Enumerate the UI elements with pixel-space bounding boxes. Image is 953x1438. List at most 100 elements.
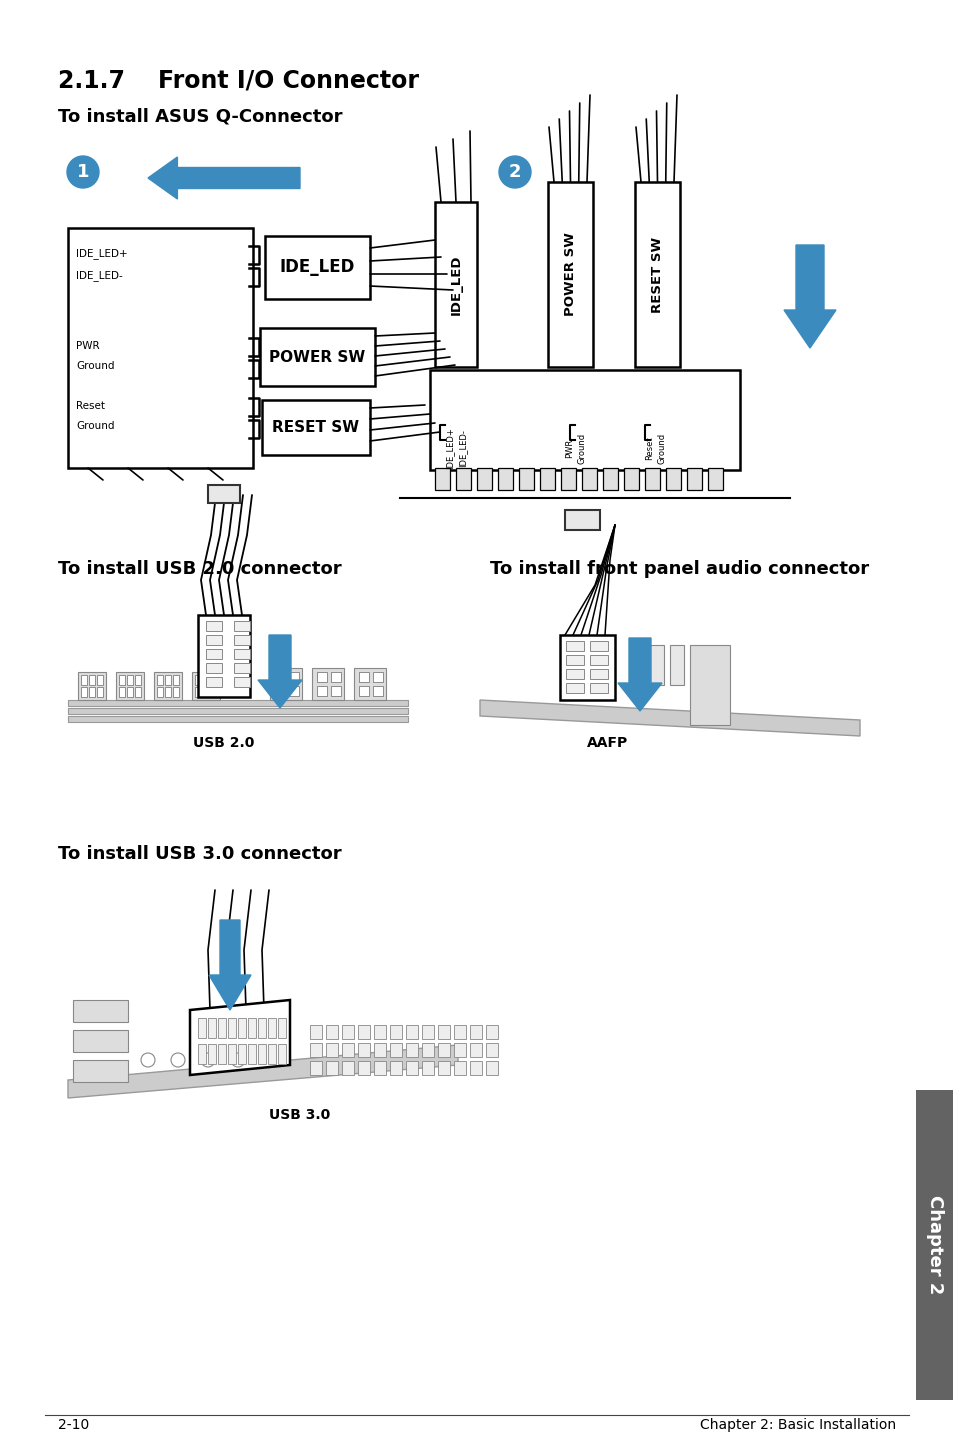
Bar	[127, 674, 132, 684]
Bar	[265, 236, 370, 299]
Bar	[476, 467, 492, 490]
Text: Ground: Ground	[76, 421, 114, 431]
Circle shape	[498, 155, 531, 188]
Bar	[237, 1018, 246, 1038]
Text: IDE_LED: IDE_LED	[449, 255, 462, 315]
Bar	[421, 1061, 434, 1076]
Text: 2.1.7    Front I/O Connector: 2.1.7 Front I/O Connector	[58, 68, 418, 92]
Bar	[373, 686, 382, 696]
Bar	[73, 999, 128, 1022]
Bar	[198, 1044, 206, 1064]
Bar	[316, 672, 327, 682]
Bar	[228, 1044, 235, 1064]
Bar	[485, 1061, 497, 1076]
Bar	[341, 1043, 354, 1057]
Bar	[357, 1043, 370, 1057]
Bar	[194, 674, 201, 684]
Text: POWER SW: POWER SW	[563, 233, 577, 316]
Bar	[559, 636, 615, 700]
Bar	[565, 641, 583, 651]
Text: Ground: Ground	[76, 361, 114, 371]
Polygon shape	[68, 1045, 457, 1099]
Bar	[206, 621, 222, 631]
Text: 2-10: 2-10	[58, 1418, 90, 1432]
Bar	[127, 687, 132, 697]
Bar	[326, 1043, 337, 1057]
Bar	[257, 1018, 266, 1038]
Bar	[470, 1043, 481, 1057]
Bar	[421, 1043, 434, 1057]
Bar	[310, 1061, 322, 1076]
Bar	[289, 672, 298, 682]
Bar	[157, 674, 163, 684]
Bar	[669, 646, 683, 684]
Bar	[326, 1061, 337, 1076]
Polygon shape	[209, 920, 251, 1009]
Bar	[454, 1043, 465, 1057]
Text: Chapter 2: Chapter 2	[925, 1195, 943, 1294]
Bar	[374, 1025, 386, 1040]
Bar	[406, 1061, 417, 1076]
Bar	[218, 1018, 226, 1038]
Bar	[237, 1044, 246, 1064]
Bar	[331, 686, 340, 696]
Polygon shape	[257, 636, 302, 707]
Bar	[437, 1061, 450, 1076]
Bar	[73, 1060, 128, 1081]
Bar	[435, 467, 450, 490]
Polygon shape	[783, 244, 835, 348]
Bar	[81, 674, 87, 684]
Bar	[233, 677, 250, 687]
Bar	[119, 687, 125, 697]
Bar	[665, 467, 680, 490]
Circle shape	[141, 1053, 154, 1067]
Text: USB 2.0: USB 2.0	[193, 736, 254, 751]
Bar	[629, 646, 643, 684]
Bar	[485, 1025, 497, 1040]
Bar	[374, 1061, 386, 1076]
Bar	[539, 467, 555, 490]
Bar	[172, 674, 179, 684]
Text: PWR: PWR	[564, 439, 574, 457]
Bar	[310, 1025, 322, 1040]
Bar	[153, 672, 182, 700]
Polygon shape	[190, 999, 290, 1076]
Bar	[203, 674, 209, 684]
Text: Ground: Ground	[658, 433, 666, 463]
Bar	[518, 467, 534, 490]
Bar	[589, 683, 607, 693]
Polygon shape	[148, 157, 299, 198]
Bar	[390, 1043, 401, 1057]
Bar	[89, 674, 95, 684]
Bar	[289, 686, 298, 696]
Bar	[268, 1018, 275, 1038]
Bar	[268, 1044, 275, 1064]
Bar	[262, 400, 370, 454]
Bar	[157, 687, 163, 697]
Bar	[602, 467, 618, 490]
Bar	[274, 686, 285, 696]
Text: Reset: Reset	[644, 436, 654, 460]
Bar	[233, 621, 250, 631]
Bar	[218, 1044, 226, 1064]
Bar	[206, 649, 222, 659]
Text: 1: 1	[76, 162, 90, 181]
Bar	[686, 467, 701, 490]
Bar	[560, 467, 576, 490]
Text: To install USB 3.0 connector: To install USB 3.0 connector	[58, 846, 341, 863]
Text: IDE_LED+: IDE_LED+	[444, 427, 454, 469]
Bar	[341, 1061, 354, 1076]
Circle shape	[171, 1053, 185, 1067]
Bar	[406, 1025, 417, 1040]
Bar	[421, 1025, 434, 1040]
Bar	[454, 1061, 465, 1076]
Bar	[68, 229, 253, 467]
Bar	[312, 669, 344, 700]
Text: IDE_LED-: IDE_LED-	[457, 429, 467, 467]
Bar	[260, 328, 375, 385]
Bar	[589, 641, 607, 651]
Text: IDE_LED: IDE_LED	[279, 259, 355, 276]
Bar	[316, 686, 327, 696]
Bar	[454, 1025, 465, 1040]
Bar	[277, 1018, 286, 1038]
